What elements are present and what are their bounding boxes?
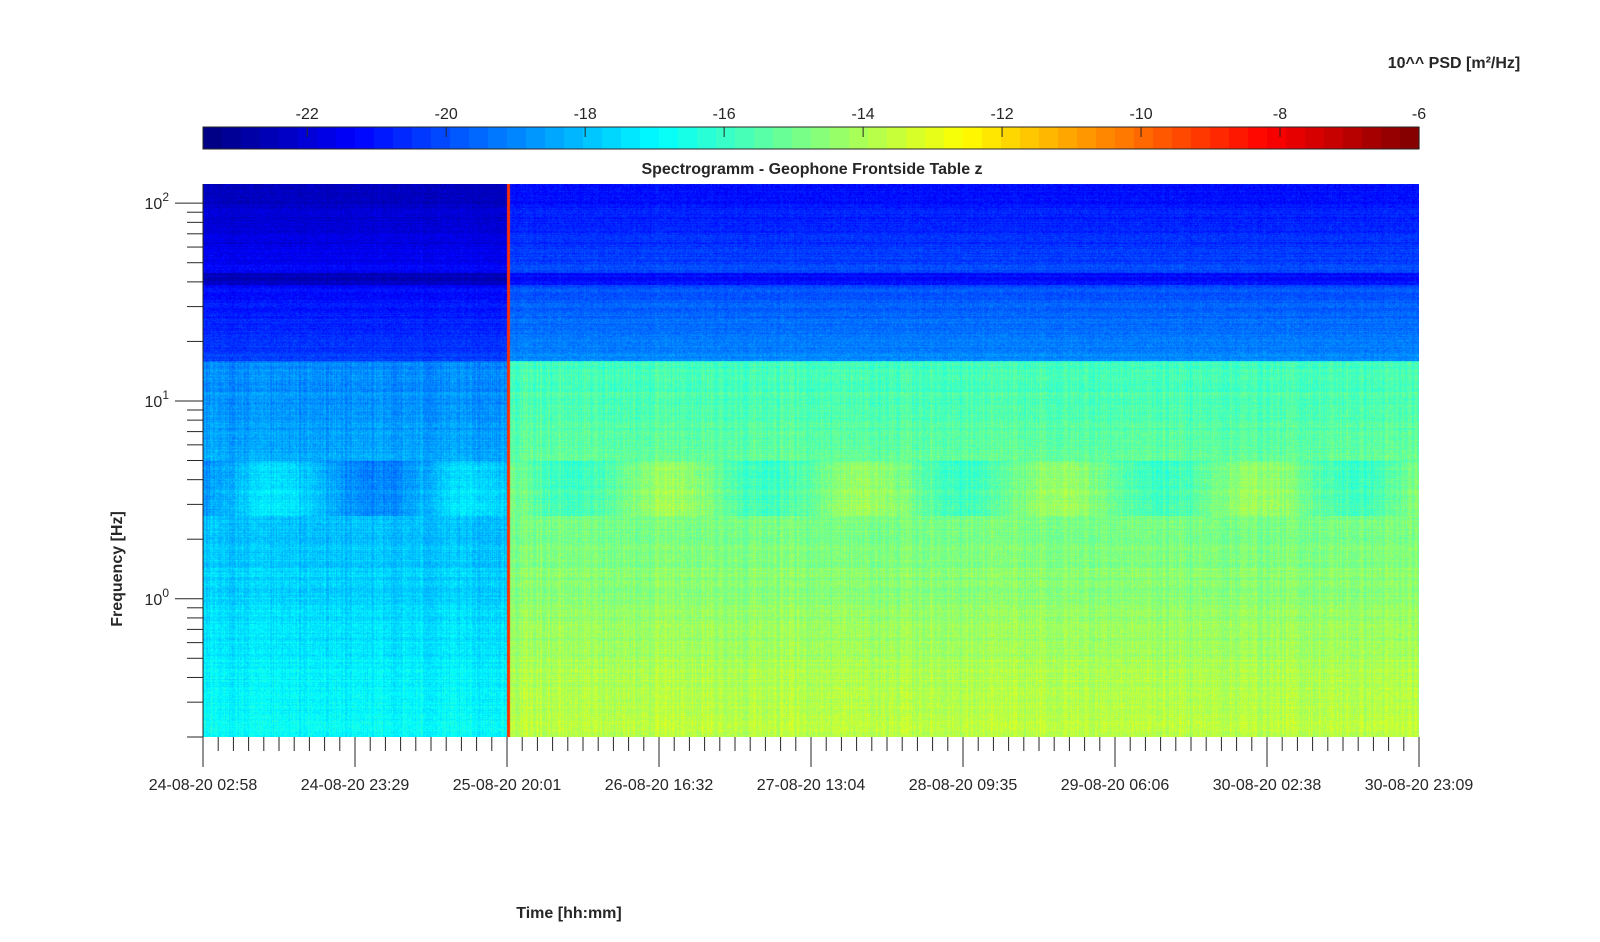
colorbar-swatch <box>1039 127 1059 149</box>
chart-title: Spectrogramm - Geophone Frontside Table … <box>641 161 982 178</box>
colorbar-swatch <box>906 127 926 149</box>
colorbar-swatch <box>374 127 394 149</box>
colorbar-swatch <box>1096 127 1116 149</box>
colorbar-swatch <box>1058 127 1078 149</box>
colorbar-swatch <box>583 127 603 149</box>
colorbar-swatch <box>1286 127 1306 149</box>
colorbar-swatch <box>336 127 356 149</box>
colorbar-swatch <box>1324 127 1344 149</box>
colorbar-swatch <box>507 127 527 149</box>
colorbar-tick-label: -10 <box>1129 106 1152 123</box>
x-tick-label: 24-08-20 02:58 <box>149 777 258 794</box>
colorbar-tick-label: -22 <box>296 106 319 123</box>
x-tick-label: 27-08-20 13:04 <box>757 777 866 794</box>
y-tick-label: 102 <box>145 190 170 213</box>
colorbar-swatch <box>1343 127 1363 149</box>
x-tick-label: 24-08-20 23:29 <box>301 777 410 794</box>
colorbar-swatch <box>602 127 622 149</box>
colorbar-swatch <box>355 127 375 149</box>
colorbar-swatch <box>697 127 717 149</box>
colorbar-swatch <box>944 127 964 149</box>
x-tick-label: 26-08-20 16:32 <box>605 777 714 794</box>
y-tick-label: 100 <box>145 586 170 609</box>
colorbar-swatch <box>640 127 660 149</box>
x-tick-label: 29-08-20 06:06 <box>1061 777 1170 794</box>
x-tick-label: 30-08-20 23:09 <box>1365 777 1474 794</box>
colorbar-swatch <box>754 127 774 149</box>
colorbar-swatch <box>735 127 755 149</box>
x-tick-label: 25-08-20 20:01 <box>453 777 562 794</box>
colorbar-swatch <box>678 127 698 149</box>
colorbar-swatch <box>982 127 1002 149</box>
colorbar-swatch <box>431 127 451 149</box>
colorbar-swatch <box>279 127 299 149</box>
colorbar-swatch <box>469 127 489 149</box>
colorbar-swatch <box>868 127 888 149</box>
y-axis: 100 101 102 <box>145 184 204 738</box>
colorbar-swatch <box>545 127 565 149</box>
colorbar-swatch <box>716 127 736 149</box>
colorbar-swatch <box>526 127 546 149</box>
colorbar-swatch <box>1134 127 1154 149</box>
colorbar-swatch <box>621 127 641 149</box>
colorbar-swatch <box>1400 127 1420 149</box>
colorbar-swatch <box>1191 127 1211 149</box>
colorbar-swatch <box>1153 127 1173 149</box>
colorbar-swatch <box>773 127 793 149</box>
colorbar-swatch <box>298 127 318 149</box>
colorbar-swatch <box>849 127 869 149</box>
heatmap-plot-area <box>203 184 1419 737</box>
colorbar-tick-label: -6 <box>1412 106 1426 123</box>
colorbar-swatch <box>1210 127 1230 149</box>
colorbar-swatch <box>412 127 432 149</box>
colorbar-swatch <box>564 127 584 149</box>
colorbar-swatch <box>1001 127 1021 149</box>
x-axis: 24-08-20 02:58 24-08-20 23:29 25-08-20 20:… <box>149 737 1474 794</box>
colorbar-swatch <box>792 127 812 149</box>
colorbar-tick-label: -14 <box>852 106 875 123</box>
colorbar-tick-label: -12 <box>991 106 1014 123</box>
y-axis-label: Frequency [Hz] <box>109 511 126 627</box>
colorbar-label: 10^^ PSD [m²/Hz] <box>1388 55 1520 72</box>
y-tick-label: 101 <box>145 388 170 411</box>
colorbar-swatch <box>1381 127 1401 149</box>
colorbar-swatch <box>1248 127 1268 149</box>
colorbar-swatch <box>1362 127 1382 149</box>
colorbar-swatch <box>317 127 337 149</box>
colorbar-swatch <box>488 127 508 149</box>
colorbar-swatch <box>925 127 945 149</box>
colorbar-swatch <box>963 127 983 149</box>
colorbar-swatch <box>260 127 280 149</box>
x-axis-label: Time [hh:mm] <box>516 905 621 922</box>
colorbar-swatch <box>1077 127 1097 149</box>
colorbar-swatch <box>811 127 831 149</box>
colorbar-tick-label: -20 <box>435 106 458 123</box>
colorbar-swatch <box>241 127 261 149</box>
x-tick-label: 30-08-20 02:38 <box>1213 777 1322 794</box>
colorbar <box>202 126 1420 150</box>
colorbar-swatch <box>1305 127 1325 149</box>
colorbar-tick-label: -18 <box>574 106 597 123</box>
colorbar-frame <box>202 126 1420 150</box>
colorbar-ticks: -22 -20 -18 -16 -14 -12 -10 -8 -6 <box>296 106 1426 137</box>
colorbar-swatch <box>887 127 907 149</box>
colorbar-swatch <box>1267 127 1287 149</box>
colorbar-tick-label: -8 <box>1273 106 1287 123</box>
colorbar-swatch <box>659 127 679 149</box>
colorbar-swatch <box>1020 127 1040 149</box>
colorbar-swatch <box>1115 127 1135 149</box>
colorbar-swatch <box>203 127 223 149</box>
x-tick-label: 28-08-20 09:35 <box>909 777 1018 794</box>
colorbar-swatch <box>222 127 242 149</box>
colorbar-tick-label: -16 <box>713 106 736 123</box>
colorbar-swatch <box>393 127 413 149</box>
colorbar-swatch <box>1229 127 1249 149</box>
colorbar-swatch <box>450 127 470 149</box>
colorbar-swatch <box>1172 127 1192 149</box>
colorbar-swatch <box>830 127 850 149</box>
